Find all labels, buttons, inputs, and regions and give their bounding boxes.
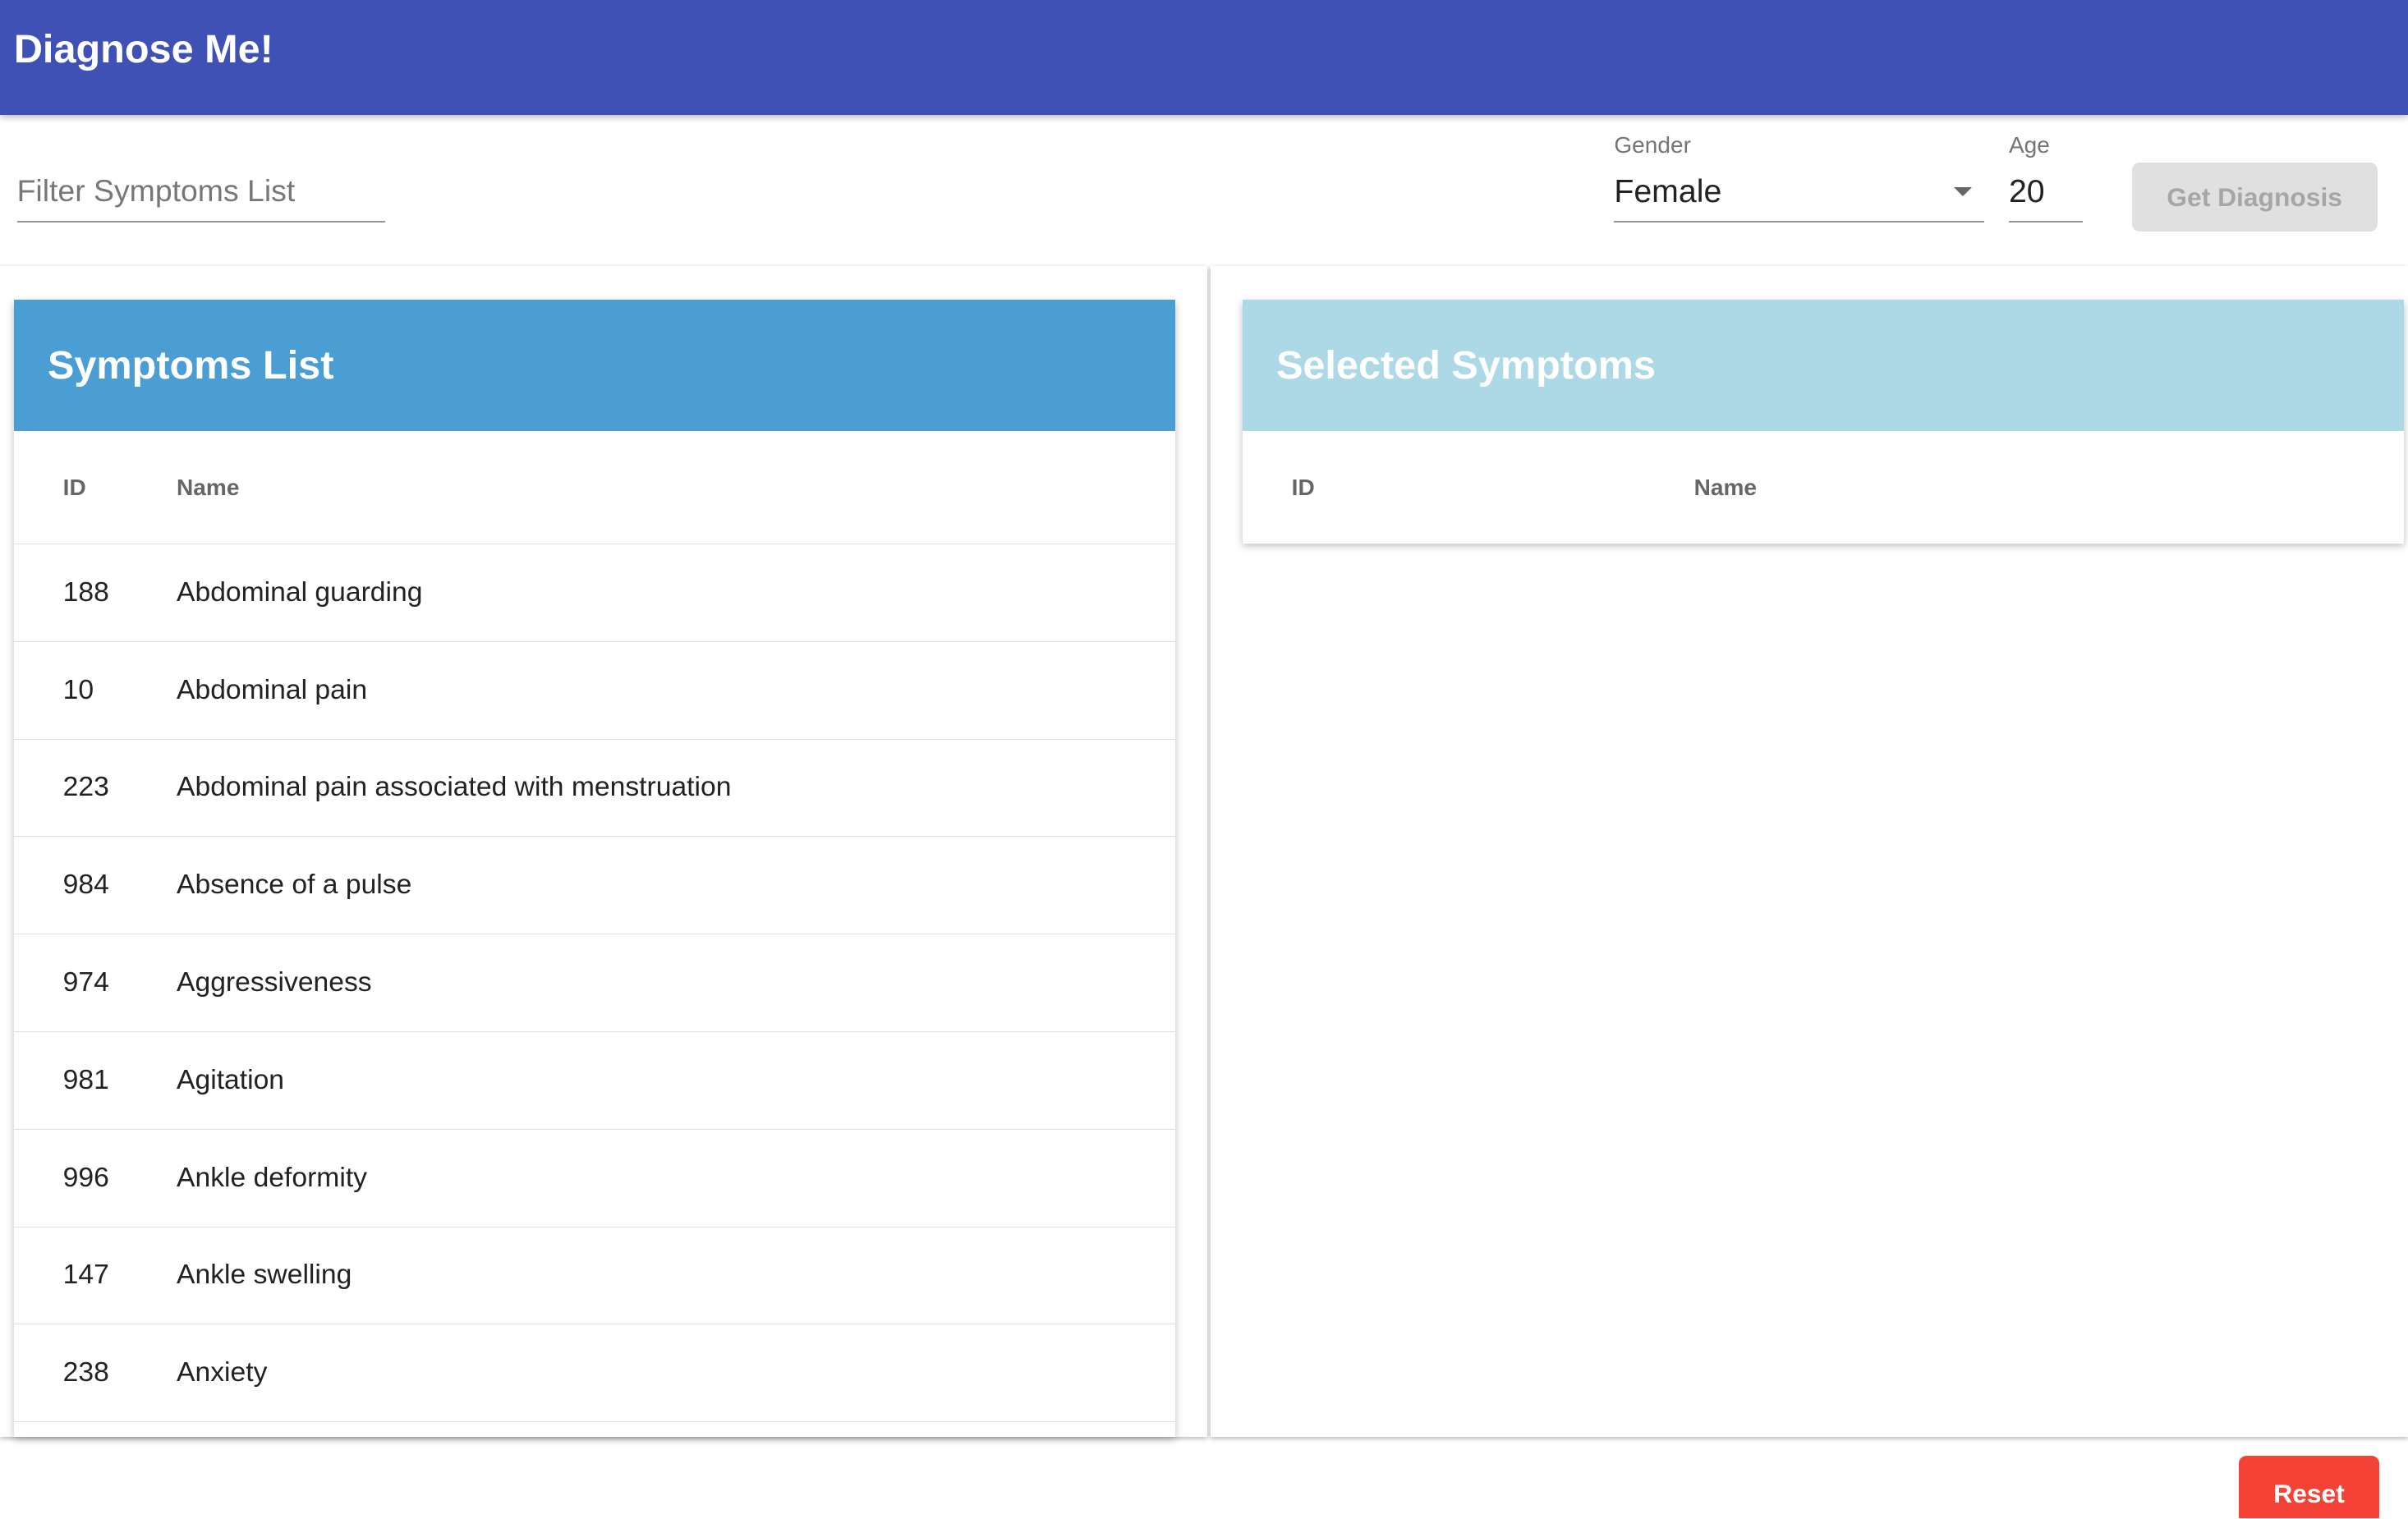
symptom-id: 223 <box>62 772 109 803</box>
table-row[interactable]: 974 Aggressiveness <box>13 934 1175 1032</box>
symptoms-list-card: Symptoms List ID Name 188 Abdominal guard… <box>13 299 1175 1438</box>
symptom-id: 996 <box>62 1162 109 1193</box>
symptoms-table-body: 188 Abdominal guarding 10 Abdominal pain 223… <box>13 544 1175 1423</box>
table-row[interactable]: 188 Abdominal guarding <box>13 544 1175 642</box>
table-row[interactable]: 981 Agitation <box>13 1032 1175 1130</box>
selected-symptoms-title: Selected Symptoms <box>1242 299 2404 432</box>
filter-placeholder: Filter Symptoms List <box>16 173 296 209</box>
symptom-id: 974 <box>62 967 109 998</box>
table-row[interactable]: 984 Absence of a pulse <box>13 837 1175 935</box>
get-diagnosis-button[interactable]: Get Diagnosis <box>2131 163 2378 232</box>
column-id: ID <box>1291 474 1315 500</box>
column-name: Name <box>177 474 240 500</box>
column-name: Name <box>1693 474 1757 500</box>
table-row[interactable]: 147 Ankle swelling <box>13 1228 1175 1325</box>
symptoms-list-title: Symptoms List <box>13 299 1175 432</box>
symptom-name: Aggressiveness <box>177 967 372 998</box>
symptom-name: Agitation <box>177 1064 285 1095</box>
symptom-name: Ankle deformity <box>177 1162 367 1193</box>
age-input[interactable]: Age 20 <box>2008 129 2083 223</box>
symptoms-table-header: ID Name <box>13 431 1175 544</box>
symptom-name: Abdominal pain associated with menstruat… <box>177 772 732 803</box>
symptom-id: 984 <box>62 870 109 901</box>
table-row[interactable]: 996 Ankle deformity <box>13 1130 1175 1228</box>
symptom-id: 981 <box>62 1064 109 1095</box>
reset-button[interactable]: Reset <box>2239 1455 2379 1519</box>
symptom-id: 10 <box>62 674 94 705</box>
age-value: 20 <box>2008 173 2045 210</box>
table-row[interactable]: 10 Abdominal pain <box>13 642 1175 740</box>
filter-underline <box>16 221 386 223</box>
table-row[interactable]: 223 Abdominal pain associated with menstr… <box>13 740 1175 838</box>
gender-value: Female <box>1614 173 1722 210</box>
symptom-name: Abdominal pain <box>177 674 368 705</box>
selected-table-header: ID Name <box>1243 431 2404 544</box>
symptom-id: 238 <box>62 1357 109 1388</box>
table-row[interactable]: 238 Anxiety <box>13 1324 1175 1423</box>
chevron-down-icon <box>1954 187 1973 196</box>
filter-symptoms-input[interactable]: Filter Symptoms List <box>16 166 386 223</box>
gender-underline <box>1614 221 1985 223</box>
app-title: Diagnose Me! <box>13 26 273 71</box>
app-bar: Diagnose Me! <box>0 0 2408 116</box>
symptom-id: 188 <box>62 576 109 608</box>
symptom-id: 147 <box>62 1260 109 1291</box>
gender-select[interactable]: Gender Female <box>1614 129 1985 223</box>
selected-symptoms-card: Selected Symptoms ID Name <box>1242 299 2404 544</box>
gender-label: Gender <box>1614 131 1691 158</box>
age-underline <box>2008 221 2083 223</box>
age-label: Age <box>2008 131 2050 158</box>
column-id: ID <box>62 474 86 500</box>
symptom-name: Abdominal guarding <box>177 576 423 608</box>
symptom-name: Anxiety <box>177 1357 268 1388</box>
symptom-name: Ankle swelling <box>177 1260 352 1291</box>
symptom-name: Absence of a pulse <box>177 870 412 901</box>
